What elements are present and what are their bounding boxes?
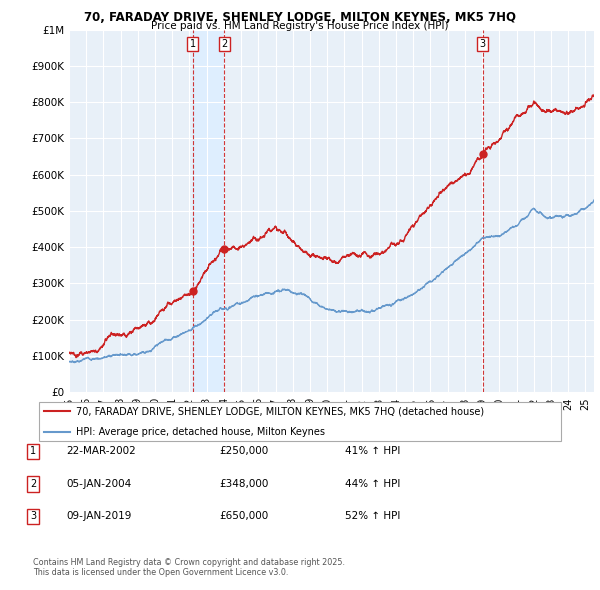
Text: £650,000: £650,000 [219, 512, 268, 521]
Text: 52% ↑ HPI: 52% ↑ HPI [345, 512, 400, 521]
Text: HPI: Average price, detached house, Milton Keynes: HPI: Average price, detached house, Milt… [76, 427, 325, 437]
Text: 44% ↑ HPI: 44% ↑ HPI [345, 479, 400, 489]
FancyBboxPatch shape [38, 402, 562, 441]
Text: 70, FARADAY DRIVE, SHENLEY LODGE, MILTON KEYNES, MK5 7HQ: 70, FARADAY DRIVE, SHENLEY LODGE, MILTON… [84, 11, 516, 24]
Text: Price paid vs. HM Land Registry's House Price Index (HPI): Price paid vs. HM Land Registry's House … [151, 21, 449, 31]
Text: 1: 1 [190, 39, 196, 49]
Text: £348,000: £348,000 [219, 479, 268, 489]
Text: 1: 1 [30, 447, 36, 456]
Text: 41% ↑ HPI: 41% ↑ HPI [345, 447, 400, 456]
Bar [193, 30, 224, 392]
Text: 3: 3 [479, 39, 485, 49]
Text: 09-JAN-2019: 09-JAN-2019 [66, 512, 131, 521]
Text: 2: 2 [221, 39, 227, 49]
Text: 05-JAN-2004: 05-JAN-2004 [66, 479, 131, 489]
Text: 2: 2 [30, 479, 36, 489]
Text: Contains HM Land Registry data © Crown copyright and database right 2025.
This d: Contains HM Land Registry data © Crown c… [33, 558, 345, 577]
Text: 22-MAR-2002: 22-MAR-2002 [66, 447, 136, 456]
Text: £250,000: £250,000 [219, 447, 268, 456]
Text: 70, FARADAY DRIVE, SHENLEY LODGE, MILTON KEYNES, MK5 7HQ (detached house): 70, FARADAY DRIVE, SHENLEY LODGE, MILTON… [76, 407, 484, 417]
Text: 3: 3 [30, 512, 36, 521]
